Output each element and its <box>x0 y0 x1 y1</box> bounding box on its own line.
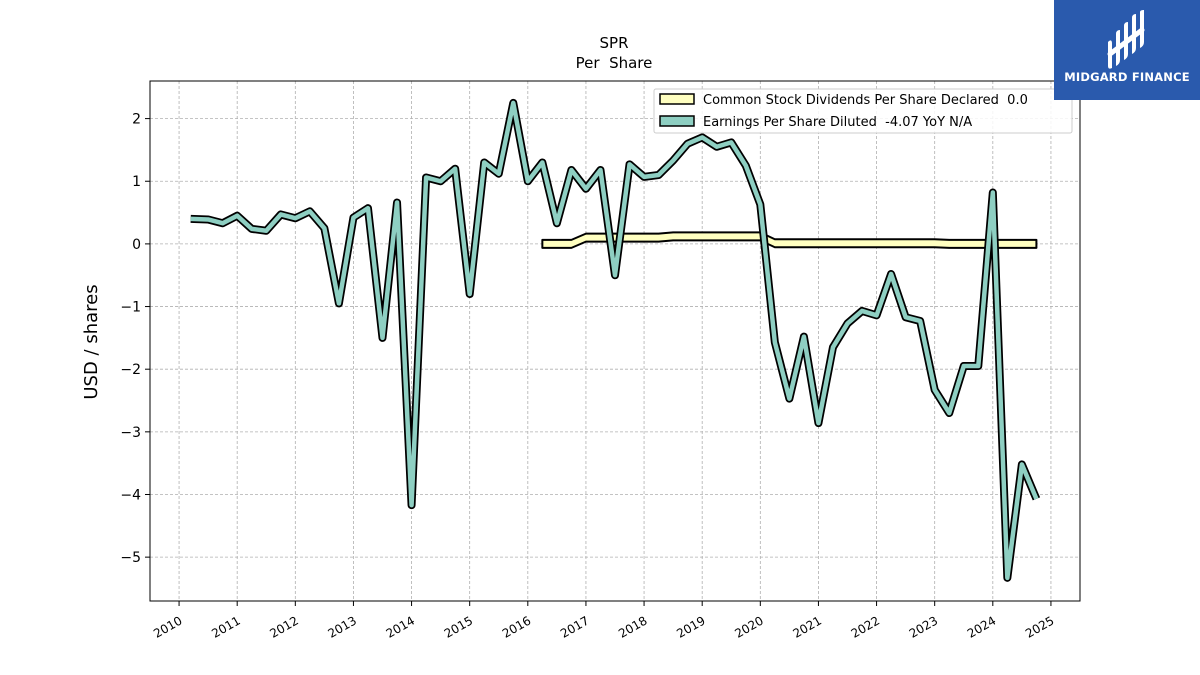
y-tick-label: −5 <box>120 550 141 566</box>
x-tick-label: 2020 <box>732 613 765 640</box>
x-tick-label: 2013 <box>325 613 358 640</box>
x-tick-label: 2023 <box>907 613 940 640</box>
legend-swatch-eps <box>659 115 695 127</box>
legend-swatch-dividends <box>659 93 695 105</box>
x-tick-label: 2019 <box>674 613 707 640</box>
x-tick-label: 2025 <box>1023 613 1056 640</box>
x-tick-label: 2011 <box>209 613 242 640</box>
series-layer <box>190 98 1041 582</box>
x-tick-label: 2018 <box>616 613 649 640</box>
brand-logo: MIDGARD FINANCE <box>1054 0 1200 100</box>
x-tick-label: 2022 <box>849 613 882 640</box>
brand-name: MIDGARD FINANCE <box>1064 70 1190 84</box>
y-tick-label: −2 <box>120 362 141 378</box>
series-eps <box>190 98 1041 582</box>
x-tick-label: 2014 <box>384 613 417 640</box>
x-tick-label: 2024 <box>965 613 998 640</box>
legend-label: Earnings Per Share Diluted -4.07 YoY N/A <box>703 115 972 130</box>
x-tick-label: 2015 <box>442 613 475 640</box>
x-tick-label: 2012 <box>267 613 300 640</box>
y-tick-label: 2 <box>132 112 141 128</box>
legend: Common Stock Dividends Per Share Declare… <box>653 88 1073 134</box>
chart-subtitle: Per Share <box>576 54 653 72</box>
y-axis-label: USD / shares <box>81 284 102 399</box>
x-tick-label: 2010 <box>151 613 184 640</box>
y-tick-label: 1 <box>132 174 141 190</box>
x-tick-label: 2017 <box>558 613 591 640</box>
y-tick-label: −4 <box>120 487 141 503</box>
plot-frame <box>149 80 1081 602</box>
series-dividends <box>541 231 1038 249</box>
midgard-logo-icon <box>1054 0 1200 100</box>
eps-line <box>190 100 1039 581</box>
x-tick-label: 2016 <box>500 613 533 640</box>
eps-line-outline <box>190 98 1041 582</box>
legend-label: Common Stock Dividends Per Share Declare… <box>703 93 1028 108</box>
grid <box>150 81 1080 601</box>
y-tick-label: −3 <box>120 425 141 441</box>
dividends-band <box>541 231 1038 249</box>
x-tick-label: 2021 <box>790 613 823 640</box>
chart-title: SPR <box>600 34 629 52</box>
legend-box <box>653 88 1073 134</box>
y-tick-label: 0 <box>132 237 141 253</box>
y-tick-label: −1 <box>120 300 141 316</box>
